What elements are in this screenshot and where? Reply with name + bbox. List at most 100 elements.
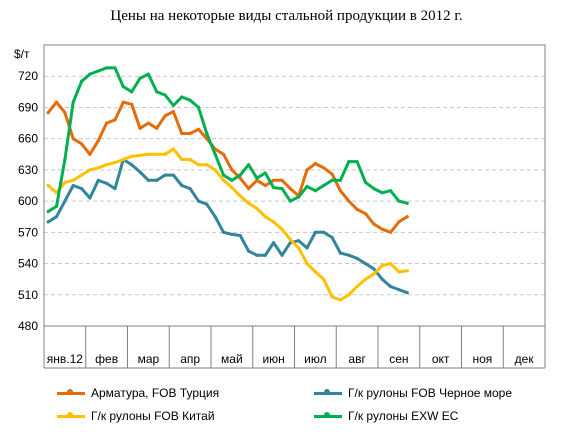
data-point xyxy=(405,269,409,273)
data-point xyxy=(205,131,209,136)
data-point xyxy=(238,173,242,177)
data-point xyxy=(355,160,359,164)
data-point xyxy=(63,111,67,115)
data-point xyxy=(188,98,192,102)
data-point xyxy=(363,180,368,184)
data-point xyxy=(196,163,201,167)
data-point xyxy=(130,102,134,106)
data-point xyxy=(88,196,92,200)
data-point xyxy=(288,199,292,203)
data-point xyxy=(338,189,342,193)
legend-entry: Г/к рулоны FOB Китай xyxy=(57,409,215,423)
data-point xyxy=(405,215,409,219)
legend-swatch xyxy=(314,388,342,395)
data-point xyxy=(380,227,384,231)
x-tick-label: авг xyxy=(348,352,366,366)
data-point xyxy=(71,137,75,141)
x-tick-label: сен xyxy=(389,352,408,366)
data-point xyxy=(138,170,142,174)
data-point xyxy=(155,152,159,156)
data-point xyxy=(372,267,376,271)
data-point xyxy=(347,199,351,203)
data-point xyxy=(221,173,226,177)
data-point xyxy=(322,230,326,234)
data-point xyxy=(347,253,351,257)
y-tick-label: 660 xyxy=(18,132,38,146)
data-point xyxy=(180,157,184,162)
data-point xyxy=(163,152,167,156)
data-point xyxy=(230,168,234,172)
data-point xyxy=(180,131,184,136)
data-point xyxy=(247,249,251,253)
data-point xyxy=(163,114,167,118)
data-point xyxy=(338,178,342,182)
data-point xyxy=(221,152,226,156)
legend-swatch xyxy=(57,388,85,395)
data-point xyxy=(113,161,117,165)
data-point xyxy=(388,230,393,234)
plot-area-border xyxy=(43,44,546,327)
data-point xyxy=(146,121,150,125)
data-point xyxy=(180,95,184,99)
legend-entry: Г/к рулоны EXW ЕС xyxy=(314,409,458,423)
legend-swatch xyxy=(57,411,85,418)
data-point xyxy=(63,180,67,184)
data-point xyxy=(54,100,59,104)
data-point xyxy=(88,152,92,156)
data-point xyxy=(322,277,326,281)
data-point xyxy=(238,176,242,180)
data-point xyxy=(313,189,317,193)
data-point xyxy=(330,178,334,182)
data-point xyxy=(105,181,109,185)
data-point xyxy=(213,215,217,219)
data-point xyxy=(230,232,234,236)
data-point xyxy=(388,189,393,193)
data-point xyxy=(372,272,376,276)
data-point xyxy=(138,126,142,130)
x-tick-label: ноя xyxy=(472,352,492,366)
y-tick-label: 570 xyxy=(18,225,38,239)
data-point xyxy=(372,187,376,191)
data-point xyxy=(280,178,284,182)
data-point xyxy=(297,246,301,250)
data-point xyxy=(288,238,292,242)
data-point xyxy=(272,186,276,190)
data-point xyxy=(163,173,167,177)
data-point xyxy=(263,171,267,175)
data-point xyxy=(322,166,326,170)
chart-title: Цены на некоторые виды стальной продукци… xyxy=(110,8,463,24)
legend-entry: Г/к рулоны FOB Черное море xyxy=(314,386,512,400)
data-point xyxy=(313,270,317,274)
data-point xyxy=(355,256,359,260)
x-tick-label: апр xyxy=(180,352,200,366)
data-point xyxy=(205,202,209,206)
data-point xyxy=(355,284,359,289)
data-point xyxy=(338,251,342,255)
data-point xyxy=(163,93,167,97)
data-point xyxy=(46,220,50,224)
data-point xyxy=(155,90,159,94)
data-point xyxy=(280,253,284,257)
data-point xyxy=(155,178,159,182)
data-point xyxy=(171,103,175,107)
data-point xyxy=(155,126,159,130)
data-point xyxy=(322,183,326,188)
data-point xyxy=(80,79,84,83)
y-tick-label: 630 xyxy=(18,163,38,177)
data-point xyxy=(363,262,368,266)
data-point xyxy=(121,157,125,162)
data-point xyxy=(330,172,334,176)
data-point xyxy=(272,241,276,245)
data-point xyxy=(171,147,175,151)
y-tick-label: 690 xyxy=(18,100,38,114)
data-point xyxy=(380,264,384,268)
data-point xyxy=(146,152,150,156)
data-point xyxy=(188,131,192,136)
data-point xyxy=(280,227,284,231)
data-point xyxy=(196,105,201,109)
data-point xyxy=(330,235,334,240)
data-point xyxy=(71,100,75,104)
legend-label: Г/к рулоны FOB Черное море xyxy=(348,386,513,400)
data-point xyxy=(71,178,75,182)
